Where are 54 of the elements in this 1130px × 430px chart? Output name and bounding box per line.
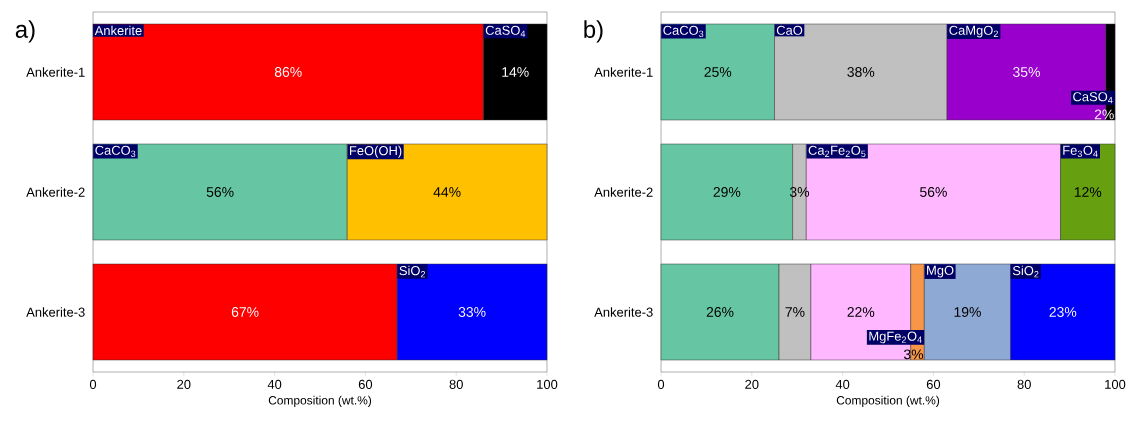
series-label: CaMgO$_{2}$ [949, 25, 998, 38]
series-label: CaO [776, 25, 803, 35]
series-label: SiO$_{2}$ [399, 265, 426, 278]
series-label: FeO(OH) [350, 145, 402, 158]
data-label: 26% [706, 307, 734, 317]
x-tick-label: 20 [177, 379, 191, 389]
x-tick-label: 80 [449, 379, 463, 389]
x-tick-label: 0 [89, 379, 97, 389]
data-label: 23% [1049, 307, 1077, 317]
series-label: SiO$_{2}$ [1012, 265, 1039, 278]
series-label: Ca$_{2}$Fe$_{2}$O$_{5}$ [808, 145, 866, 157]
series-label: CaCO$_{3}$ [95, 145, 136, 158]
x-tick-label: 100 [1105, 379, 1126, 389]
data-label: 12% [1074, 187, 1102, 197]
data-label: 29% [713, 187, 741, 197]
y-tick-label: Ankerite-3 [26, 307, 85, 317]
x-tick-label: 60 [358, 379, 373, 389]
series-label: Ankerite [94, 25, 142, 36]
x-tick-label: 100 [537, 379, 558, 389]
data-label: 14% [502, 67, 529, 77]
data-label: 38% [847, 67, 875, 77]
series-label: Fe$_{3}$O$_{4}$ [1063, 145, 1098, 158]
y-tick-label: Ankerite-1 [26, 67, 85, 77]
data-label: 19% [954, 307, 981, 317]
x-tick-label: 80 [1017, 379, 1031, 389]
series-label: CaSO$_{4}$ [485, 25, 526, 37]
x-tick-label: 40 [835, 379, 850, 389]
data-label: 67% [231, 307, 259, 317]
x-tick-label: 0 [657, 379, 665, 389]
series-label: CaCO$_{3}$ [663, 25, 704, 38]
data-label: 3% [789, 187, 810, 197]
x-tick-label: 40 [267, 379, 282, 389]
x-tick-label: 20 [745, 379, 759, 389]
data-label: 35% [1013, 67, 1040, 77]
data-label: 33% [458, 307, 486, 317]
data-label: 22% [847, 307, 875, 317]
data-label: 56% [206, 187, 234, 197]
series-label: MgFe$_{2}$O$_{4}$ [869, 331, 922, 344]
y-tick-label: Ankerite-2 [594, 187, 653, 197]
data-label: 44% [433, 187, 461, 197]
data-label: 86% [274, 67, 302, 77]
series-label: MgO [927, 265, 954, 278]
data-label: 25% [704, 67, 732, 77]
y-tick-label: Ankerite-2 [26, 187, 85, 197]
series-label: CaSO$_{4}$ [1073, 92, 1113, 104]
data-label: 7% [785, 307, 805, 317]
x-axis-title: Composition (wt.%) [268, 395, 372, 407]
chart-title: b) [584, 20, 603, 43]
chart-title: a) [15, 20, 35, 43]
x-tick-label: 60 [926, 379, 941, 389]
y-tick-label: Ankerite-1 [594, 67, 653, 77]
x-axis-title: Composition (wt.%) [836, 395, 940, 407]
data-label: 56% [920, 187, 947, 197]
y-tick-label: Ankerite-3 [594, 307, 653, 317]
